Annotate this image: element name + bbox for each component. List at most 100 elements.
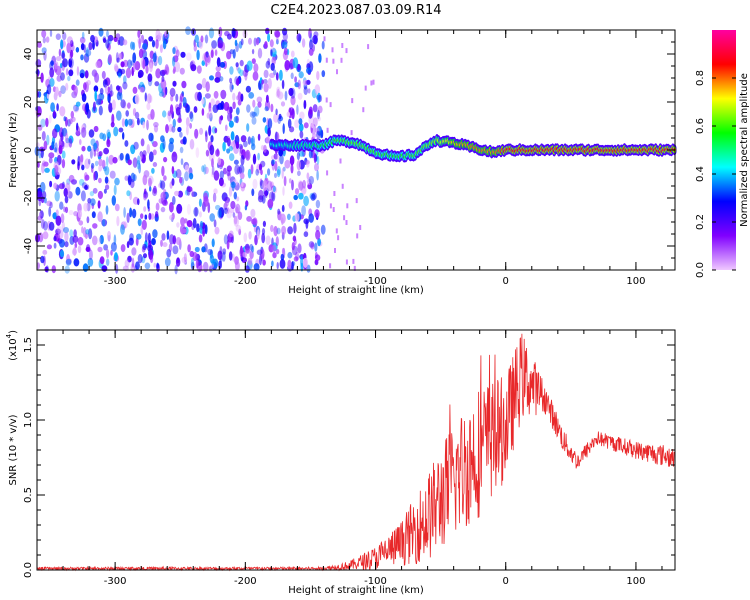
noise-cell <box>237 99 242 106</box>
noise-cell <box>325 97 328 103</box>
noise-cell <box>111 99 116 111</box>
noise-cell <box>147 232 151 244</box>
noise-cell <box>289 107 294 116</box>
noise-cell <box>222 248 227 255</box>
noise-cell <box>68 174 75 183</box>
noise-cell <box>63 187 68 197</box>
noise-cell <box>229 81 234 93</box>
noise-cell <box>51 265 56 274</box>
noise-cell <box>197 261 203 273</box>
noise-cell <box>277 91 284 100</box>
noise-cell <box>210 49 214 59</box>
noise-cell <box>303 86 308 95</box>
noise-cell <box>196 49 200 61</box>
noise-cell <box>237 211 243 220</box>
noise-cell <box>287 226 293 235</box>
noise-cell <box>246 123 250 132</box>
noise-cell <box>298 151 305 157</box>
noise-cell <box>180 228 187 234</box>
noise-cell <box>297 92 303 100</box>
noise-cell <box>127 255 132 263</box>
noise-cell <box>72 235 79 244</box>
noise-cell <box>228 145 234 152</box>
noise-cell <box>132 52 137 63</box>
noise-cell <box>99 87 104 95</box>
noise-cell <box>308 150 313 159</box>
noise-cell <box>121 118 125 127</box>
colorbar-tick-label: 0.6 <box>695 118 706 134</box>
noise-cell <box>238 228 242 236</box>
noise-cell <box>80 190 86 202</box>
noise-cell <box>209 144 215 156</box>
noise-cell <box>153 121 159 128</box>
noise-cell <box>243 232 248 243</box>
noise-cell <box>271 244 277 253</box>
noise-cell <box>107 34 114 42</box>
noise-cell <box>118 127 124 133</box>
noise-cell <box>319 130 323 139</box>
noise-cell <box>172 245 179 255</box>
noise-cell <box>226 210 232 219</box>
noise-cell <box>42 191 47 200</box>
noise-cell <box>271 260 274 267</box>
noise-cell <box>55 56 62 62</box>
noise-cell <box>236 78 240 86</box>
noise-cell <box>276 169 281 178</box>
noise-cell <box>103 166 107 172</box>
noise-cell <box>261 232 266 244</box>
noise-cell <box>234 164 240 175</box>
noise-cell <box>89 198 96 206</box>
noise-cell <box>144 262 151 270</box>
noise-cell <box>69 229 74 237</box>
noise-cell <box>175 168 182 179</box>
noise-cell <box>264 190 269 197</box>
snr-multiplier: (x104) <box>5 330 19 361</box>
y-tick-label: 1.0 <box>23 412 34 428</box>
noise-cell <box>261 228 266 235</box>
noise-cell <box>110 242 117 252</box>
noise-cell <box>312 104 318 113</box>
noise-cell <box>250 208 256 218</box>
noise-cell <box>177 117 182 124</box>
noise-cell <box>133 141 139 150</box>
noise-cell <box>139 86 145 93</box>
noise-cell <box>46 200 52 207</box>
noise-cell <box>289 63 293 70</box>
noise-cell <box>233 159 239 165</box>
noise-cell <box>310 193 316 201</box>
noise-cell <box>182 136 187 145</box>
noise-cell <box>310 242 315 250</box>
noise-cell <box>138 38 141 49</box>
noise-cell <box>232 212 236 218</box>
noise-cell <box>287 259 292 269</box>
noise-cell <box>307 88 311 94</box>
noise-cell <box>292 57 299 69</box>
noise-cell <box>300 256 304 268</box>
noise-cell <box>166 248 172 258</box>
noise-cell <box>299 111 305 120</box>
noise-cell <box>239 145 244 155</box>
noise-cell <box>226 169 231 177</box>
noise-cell <box>61 158 66 169</box>
noise-cell <box>142 174 148 186</box>
noise-cell <box>271 190 276 202</box>
noise-cell <box>364 85 367 91</box>
noise-cell <box>49 29 53 37</box>
noise-cell <box>168 124 174 132</box>
noise-cell <box>211 171 214 178</box>
noise-cell <box>73 85 78 96</box>
noise-cell <box>156 262 160 269</box>
noise-cell <box>42 36 46 44</box>
noise-cell <box>181 80 187 89</box>
noise-cell <box>92 101 96 112</box>
noise-cell <box>194 34 199 43</box>
noise-cell <box>120 61 125 68</box>
noise-cell <box>55 215 62 226</box>
noise-cell <box>306 172 310 180</box>
noise-cell <box>48 157 53 164</box>
noise-cell <box>146 144 150 154</box>
noise-cell <box>98 236 102 245</box>
noise-cell <box>270 103 274 113</box>
noise-cell <box>205 149 210 157</box>
noise-cell <box>274 172 277 178</box>
